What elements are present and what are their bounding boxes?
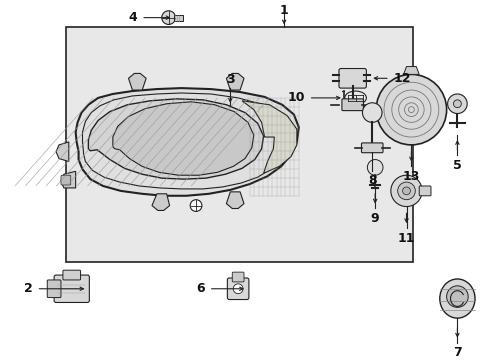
FancyBboxPatch shape: [341, 99, 363, 111]
FancyBboxPatch shape: [63, 270, 81, 280]
Polygon shape: [226, 73, 244, 90]
FancyBboxPatch shape: [54, 275, 89, 302]
Polygon shape: [56, 142, 69, 162]
Polygon shape: [152, 194, 169, 211]
FancyBboxPatch shape: [338, 68, 366, 88]
FancyBboxPatch shape: [47, 280, 61, 298]
Circle shape: [162, 11, 175, 24]
Text: 4: 4: [128, 11, 137, 24]
Circle shape: [447, 94, 466, 113]
FancyBboxPatch shape: [361, 143, 382, 153]
FancyBboxPatch shape: [173, 15, 183, 21]
Text: 2: 2: [24, 282, 33, 295]
FancyBboxPatch shape: [227, 278, 248, 300]
Circle shape: [402, 187, 409, 195]
Circle shape: [446, 286, 467, 307]
Text: 1: 1: [279, 4, 288, 17]
Polygon shape: [88, 99, 263, 179]
Text: 6: 6: [196, 282, 204, 295]
Polygon shape: [403, 67, 418, 75]
Text: 10: 10: [286, 91, 304, 104]
Text: 12: 12: [393, 72, 410, 85]
Circle shape: [190, 200, 202, 211]
Circle shape: [390, 175, 421, 207]
FancyBboxPatch shape: [418, 186, 430, 196]
Circle shape: [233, 284, 243, 294]
Text: 5: 5: [452, 158, 461, 172]
FancyBboxPatch shape: [232, 272, 244, 282]
Polygon shape: [113, 102, 253, 175]
Polygon shape: [226, 192, 244, 208]
Circle shape: [366, 159, 382, 175]
Text: 8: 8: [367, 174, 376, 187]
Polygon shape: [76, 88, 298, 196]
Circle shape: [397, 182, 414, 200]
Text: 13: 13: [402, 170, 419, 183]
Circle shape: [375, 75, 446, 145]
Circle shape: [452, 100, 460, 108]
Bar: [66, 27, 412, 262]
FancyBboxPatch shape: [61, 175, 71, 185]
Text: 9: 9: [370, 212, 379, 225]
Text: 11: 11: [397, 232, 414, 245]
Polygon shape: [128, 73, 146, 90]
Ellipse shape: [439, 279, 474, 318]
Text: 7: 7: [452, 346, 461, 359]
Polygon shape: [242, 101, 296, 173]
Text: 3: 3: [225, 73, 234, 86]
Circle shape: [362, 103, 381, 122]
Ellipse shape: [344, 91, 366, 105]
Polygon shape: [61, 171, 76, 188]
